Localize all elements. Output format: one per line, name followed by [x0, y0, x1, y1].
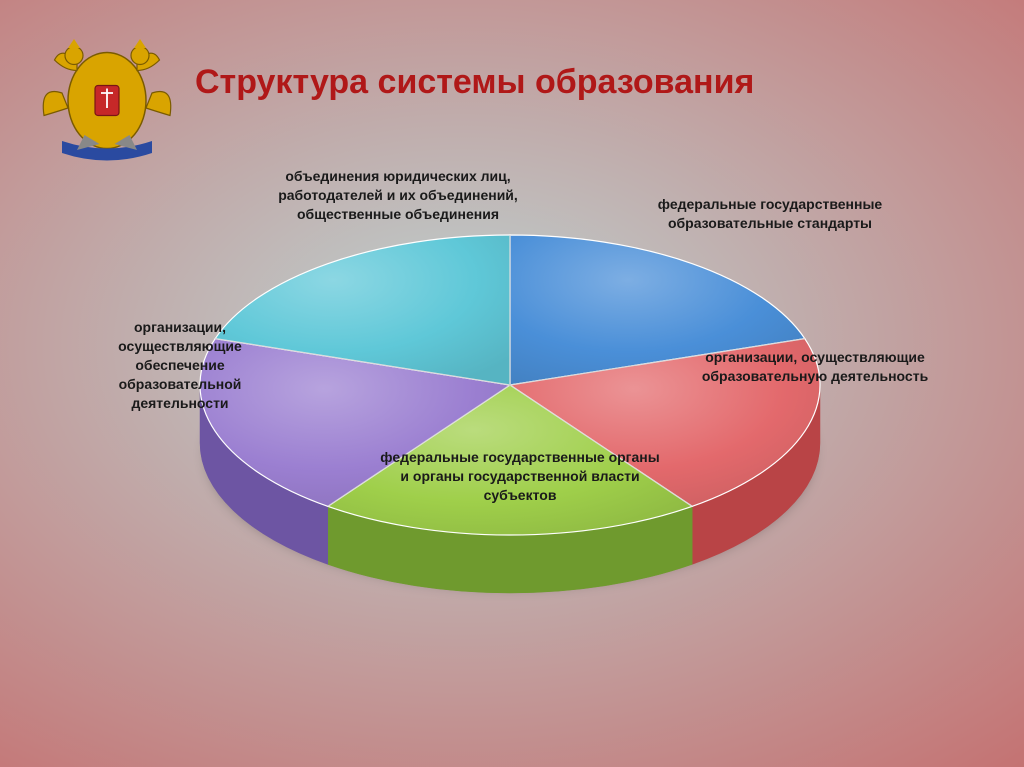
pie-chart-3d: федеральные государственные образователь…: [110, 200, 910, 660]
page-title: Структура системы образования: [195, 63, 754, 102]
coat-of-arms-emblem: [32, 18, 182, 168]
slice-label: организации, осуществляющие обеспечение …: [90, 318, 270, 412]
slice-label: организации, осуществляющие образователь…: [685, 348, 945, 386]
slice-label: объединения юридических лиц, работодател…: [273, 167, 523, 224]
slice-label: федеральные государственные образователь…: [640, 195, 900, 233]
eagle-icon: [32, 18, 182, 168]
slice-label: федеральные государственные органы и орг…: [375, 448, 665, 505]
